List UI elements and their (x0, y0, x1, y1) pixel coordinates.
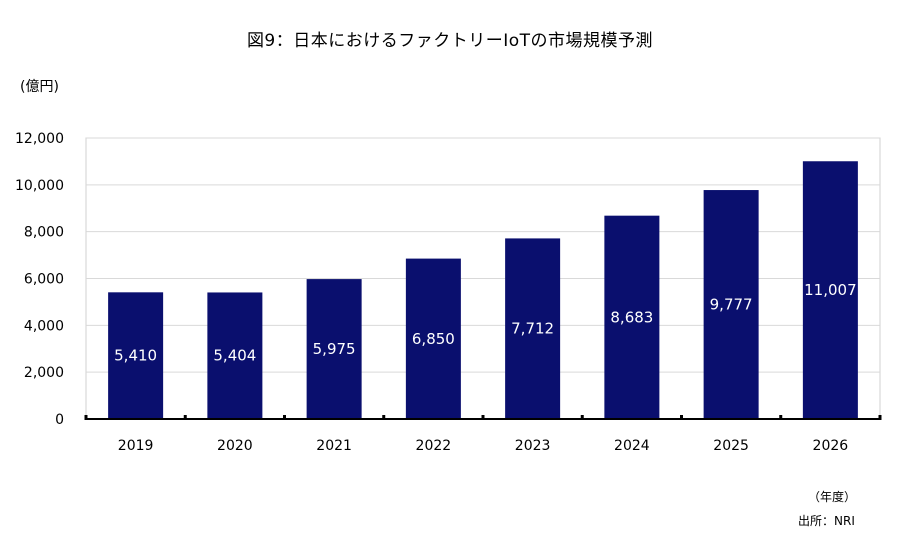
y-tick-label: 10,000 (15, 178, 64, 194)
bars (108, 161, 858, 419)
x-tick-label: 2019 (118, 438, 154, 454)
y-axis-unit-label: (億円) (20, 79, 59, 95)
y-tick-label: 0 (55, 412, 64, 428)
source-note: 出所：NRI (798, 514, 855, 528)
x-tick-label: 2021 (316, 438, 352, 454)
bar-2024 (604, 215, 660, 419)
bar-value-label: 8,683 (610, 308, 653, 326)
bar-value-label: 5,975 (313, 340, 356, 358)
y-tick-label: 6,000 (24, 272, 64, 288)
bar-value-label: 11,007 (804, 281, 857, 299)
bar-value-label: 5,404 (213, 347, 256, 365)
bar-value-label: 7,712 (511, 320, 554, 338)
bar-2019 (108, 292, 164, 419)
x-axis (84, 415, 882, 420)
bar-value-label: 6,850 (412, 330, 455, 348)
chart-title: 図9：日本におけるファクトリーIoTの市場規模予測 (246, 31, 654, 51)
x-tick-label: 2022 (416, 438, 452, 454)
gridlines (86, 137, 880, 373)
bar-value-labels: 5,410 5,404 5,975 6,850 7,712 8,683 9,777 11,00… (114, 281, 856, 365)
y-axis-ticks: 0 2,000 4,000 6,000 8,000 10,000 12,000 (15, 131, 64, 428)
x-axis-unit-label: （年度） (808, 490, 857, 504)
bar-value-label: 5,410 (114, 347, 157, 365)
x-tick-label: 2020 (217, 438, 253, 454)
bar-2023 (505, 238, 561, 419)
x-tick-label: 2026 (813, 438, 849, 454)
y-tick-label: 12,000 (15, 131, 64, 147)
bar-value-label: 9,777 (710, 296, 753, 314)
y-tick-label: 4,000 (24, 318, 64, 334)
bar-2021 (306, 279, 362, 419)
bar-2026 (802, 161, 858, 419)
y-tick-label: 8,000 (24, 225, 64, 241)
x-axis-ticks: 2019 2020 2021 2022 2023 2024 2025 2026 (118, 438, 848, 454)
x-tick-label: 2024 (614, 438, 650, 454)
y-tick-label: 2,000 (24, 365, 64, 381)
bar-2025 (703, 190, 759, 419)
bar-2022 (405, 258, 461, 419)
x-tick-label: 2023 (515, 438, 551, 454)
x-tick-label: 2025 (713, 438, 749, 454)
bar-2020 (207, 292, 263, 419)
